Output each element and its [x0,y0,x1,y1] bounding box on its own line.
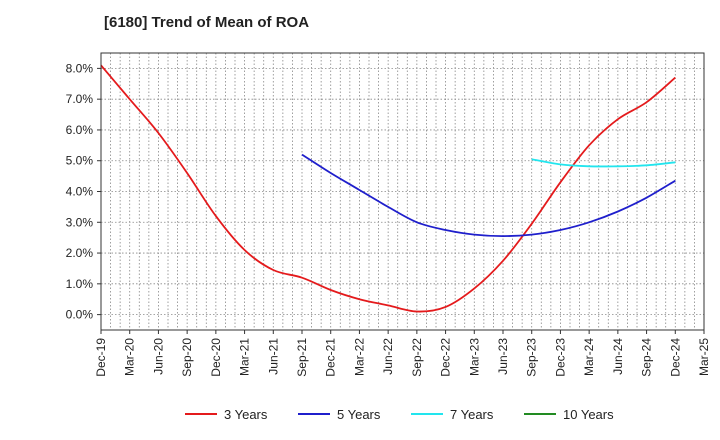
x-tick-label: Mar-21 [238,338,252,376]
x-tick-label: Mar-24 [582,338,596,376]
series-line-3-years [100,64,676,313]
x-tick-label: Jun-22 [381,338,395,375]
y-tick-label: 1.0% [66,277,94,291]
legend-label: 10 Years [563,407,614,422]
legend-label: 5 Years [337,407,381,422]
x-tick-label: Dec-21 [324,338,338,377]
x-tick-label: Mar-22 [352,338,366,376]
x-tick-label: Sep-22 [410,338,424,377]
y-axis: 0.0% 1.0% 2.0% 3.0% 4.0% 5.0% 6.0% 7.0% 8.0% [66,61,101,322]
legend: 3 Years 5 Years 7 Years 10 Years [185,407,614,422]
x-tick-label: Dec-19 [94,338,108,377]
legend-label: 7 Years [450,407,494,422]
series-line-7-years [531,158,676,168]
x-axis: Dec-19 Mar-20 Jun-20 Sep-20 Dec-20 Mar-21 Jun-… [94,330,711,377]
x-tick-label: Mar-25 [697,338,711,376]
x-tick-label: Jun-20 [151,338,165,375]
x-tick-label: Sep-20 [180,338,194,377]
x-tick-label: Jun-24 [611,338,625,375]
y-tick-label: 6.0% [66,123,94,137]
y-tick-label: 5.0% [66,154,94,168]
x-tick-label: Mar-23 [467,338,481,376]
y-tick-label: 2.0% [66,246,94,260]
x-tick-label: Sep-23 [525,338,539,377]
x-tick-label: Dec-20 [209,338,223,377]
x-tick-label: Sep-21 [295,338,309,377]
x-tick-label: Jun-23 [496,338,510,375]
x-tick-label: Mar-20 [123,338,137,376]
series-line-5-years [301,153,676,237]
x-tick-label: Jun-21 [266,338,280,375]
y-tick-label: 4.0% [66,185,94,199]
x-tick-label: Dec-24 [668,338,682,377]
y-tick-label: 8.0% [66,61,94,75]
x-tick-label: Dec-22 [439,338,453,377]
x-tick-label: Sep-24 [640,338,654,377]
grid-lines [101,53,704,330]
y-tick-label: 7.0% [66,92,94,106]
legend-label: 3 Years [224,407,268,422]
y-tick-label: 3.0% [66,215,94,229]
chart-title: [6180] Trend of Mean of ROA [104,14,310,31]
series-lines [100,64,676,313]
x-tick-label: Dec-23 [553,338,567,377]
y-tick-label: 0.0% [66,308,94,322]
